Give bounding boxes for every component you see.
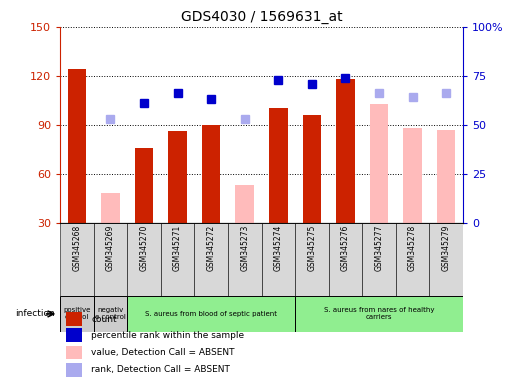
Text: GSM345270: GSM345270 (140, 225, 149, 271)
Bar (66, 328, 82, 342)
Bar (429, 223, 463, 296)
Text: S. aureus from nares of healthy
carriers: S. aureus from nares of healthy carriers (324, 308, 434, 320)
Bar (101, 194, 120, 223)
Bar (437, 130, 456, 223)
Text: positive
control: positive control (63, 308, 90, 320)
Bar (362, 223, 396, 296)
Bar (403, 128, 422, 223)
Bar (135, 148, 153, 223)
Bar (94, 296, 127, 332)
Text: GSM345275: GSM345275 (308, 225, 316, 271)
Bar (168, 131, 187, 223)
Bar (295, 296, 463, 332)
Bar (269, 109, 288, 223)
Text: GSM345271: GSM345271 (173, 225, 182, 271)
Text: GSM345278: GSM345278 (408, 225, 417, 271)
Text: GSM345279: GSM345279 (441, 225, 451, 271)
Bar (396, 223, 429, 296)
Bar (127, 296, 295, 332)
Bar (228, 223, 262, 296)
Bar (370, 104, 388, 223)
Text: infection: infection (15, 310, 55, 318)
Bar (66, 346, 82, 359)
Bar (60, 296, 94, 332)
Bar (60, 223, 94, 296)
Bar (295, 223, 328, 296)
Bar (127, 223, 161, 296)
Text: GSM345273: GSM345273 (240, 225, 249, 271)
Bar (235, 185, 254, 223)
Bar (66, 363, 82, 377)
Bar (202, 125, 220, 223)
Bar (94, 223, 127, 296)
Text: GSM345276: GSM345276 (341, 225, 350, 271)
Bar (66, 313, 82, 326)
Text: GSM345272: GSM345272 (207, 225, 215, 271)
Text: percentile rank within the sample: percentile rank within the sample (92, 331, 245, 340)
Bar (336, 79, 355, 223)
Bar (67, 70, 86, 223)
Bar (161, 223, 195, 296)
Text: GSM345268: GSM345268 (72, 225, 82, 271)
Bar (303, 115, 321, 223)
Bar (328, 223, 362, 296)
Title: GDS4030 / 1569631_at: GDS4030 / 1569631_at (180, 10, 343, 25)
Text: GSM345274: GSM345274 (274, 225, 283, 271)
Bar (262, 223, 295, 296)
Text: negativ
e control: negativ e control (95, 308, 126, 320)
Bar (195, 223, 228, 296)
Text: GSM345269: GSM345269 (106, 225, 115, 271)
Text: count: count (92, 315, 117, 324)
Text: S. aureus from blood of septic patient: S. aureus from blood of septic patient (145, 311, 277, 317)
Text: GSM345277: GSM345277 (374, 225, 383, 271)
Text: rank, Detection Call = ABSENT: rank, Detection Call = ABSENT (92, 365, 230, 374)
Text: value, Detection Call = ABSENT: value, Detection Call = ABSENT (92, 348, 235, 357)
